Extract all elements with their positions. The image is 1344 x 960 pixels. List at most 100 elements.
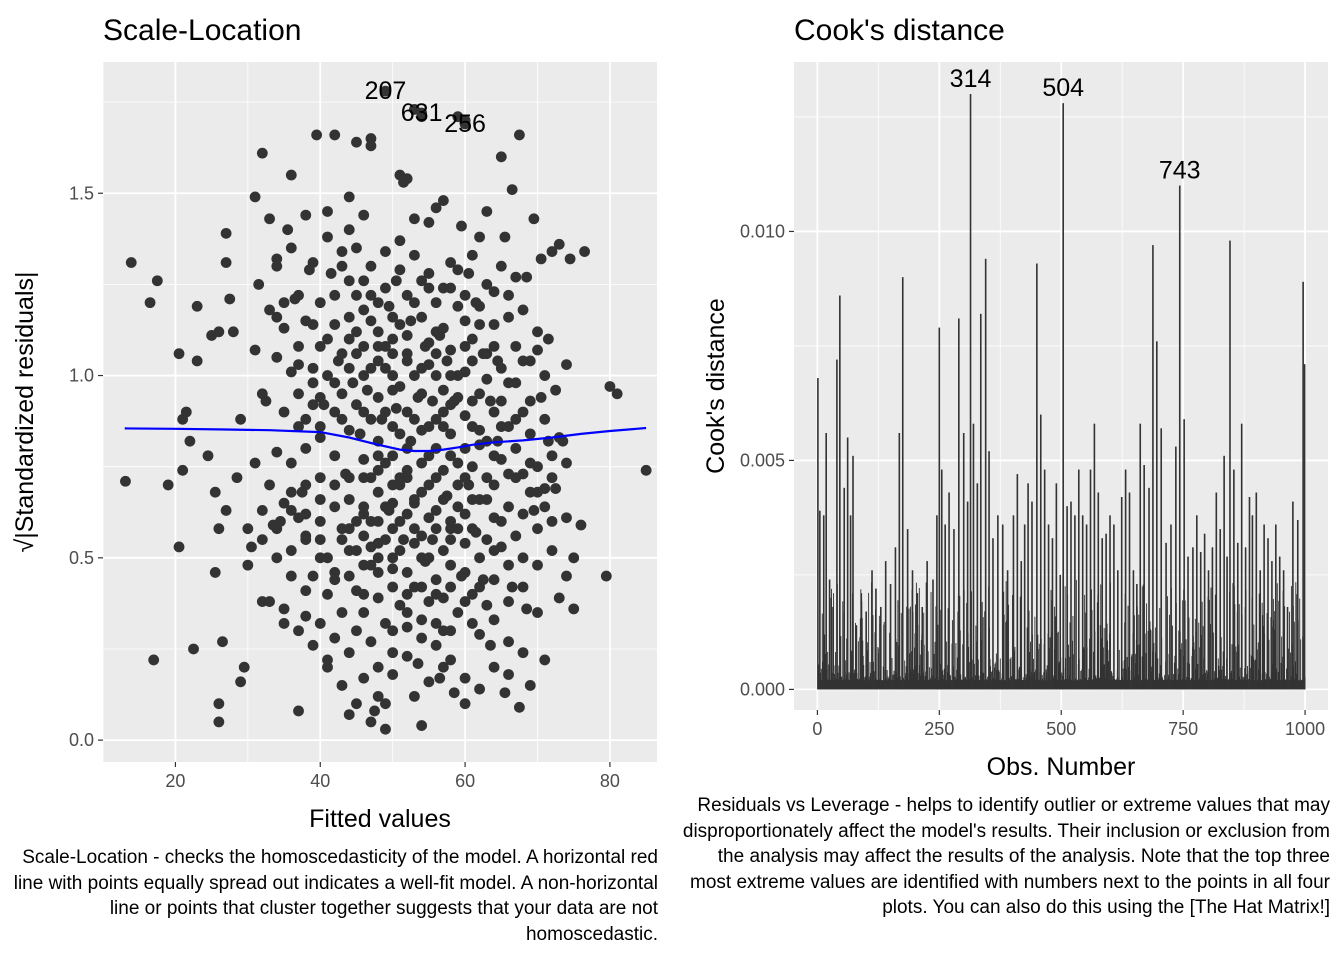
data-point bbox=[459, 114, 471, 126]
y-tick-label: 0.005 bbox=[740, 450, 785, 470]
data-point bbox=[285, 545, 297, 556]
data-point bbox=[365, 289, 377, 301]
data-point bbox=[546, 545, 558, 556]
data-point bbox=[358, 370, 370, 381]
data-point bbox=[437, 661, 449, 673]
data-point bbox=[278, 618, 290, 629]
data-point bbox=[314, 618, 326, 629]
data-point bbox=[249, 191, 261, 203]
data-point bbox=[343, 472, 355, 484]
data-point bbox=[372, 552, 384, 564]
data-point bbox=[365, 413, 377, 425]
data-point bbox=[180, 406, 192, 418]
data-point bbox=[430, 523, 442, 535]
data-point bbox=[358, 672, 370, 684]
data-point bbox=[503, 377, 514, 389]
data-point bbox=[351, 625, 362, 637]
data-point bbox=[271, 351, 283, 363]
data-point bbox=[466, 523, 478, 535]
data-point bbox=[271, 260, 283, 272]
data-point bbox=[354, 428, 366, 440]
data-point bbox=[466, 494, 478, 505]
data-point bbox=[539, 413, 551, 425]
data-point bbox=[481, 206, 493, 217]
data-point bbox=[372, 392, 384, 403]
data-point bbox=[430, 202, 442, 214]
data-point bbox=[329, 450, 341, 462]
data-point bbox=[575, 519, 587, 531]
data-point bbox=[535, 392, 547, 403]
data-point bbox=[445, 399, 457, 411]
data-point bbox=[521, 603, 533, 615]
data-point bbox=[372, 567, 384, 578]
data-point bbox=[408, 297, 420, 309]
data-point bbox=[427, 534, 438, 546]
data-point bbox=[387, 348, 399, 360]
data-point bbox=[456, 220, 467, 232]
data-point bbox=[517, 508, 529, 520]
data-point bbox=[459, 567, 471, 578]
data-point bbox=[307, 377, 319, 389]
data-point bbox=[372, 661, 384, 673]
data-point bbox=[423, 217, 435, 228]
data-point bbox=[380, 282, 391, 294]
data-point bbox=[300, 534, 312, 546]
data-point bbox=[322, 588, 333, 600]
data-point bbox=[351, 242, 362, 254]
data-point bbox=[488, 661, 500, 673]
data-point bbox=[300, 585, 312, 597]
data-point bbox=[387, 333, 399, 345]
y-axis-label: Cook's distance bbox=[702, 298, 730, 474]
data-point bbox=[293, 359, 304, 371]
data-point bbox=[300, 610, 312, 622]
data-point bbox=[358, 275, 370, 287]
data-point bbox=[358, 406, 370, 418]
data-point bbox=[314, 297, 326, 309]
data-point bbox=[351, 698, 362, 710]
data-point bbox=[488, 450, 500, 462]
data-point bbox=[394, 428, 406, 440]
chart-title: Scale-Location bbox=[103, 14, 301, 47]
data-point bbox=[329, 406, 341, 418]
data-point bbox=[550, 384, 562, 396]
x-tick-label: 80 bbox=[600, 771, 620, 791]
data-point bbox=[481, 348, 493, 360]
data-point bbox=[256, 534, 268, 546]
x-tick-label: 500 bbox=[1046, 719, 1076, 739]
data-point bbox=[256, 147, 268, 159]
data-point bbox=[227, 326, 239, 338]
data-point bbox=[220, 257, 232, 268]
data-point bbox=[550, 483, 562, 494]
data-point bbox=[466, 355, 478, 367]
data-point bbox=[532, 607, 543, 618]
data-point bbox=[488, 340, 500, 352]
data-point bbox=[488, 479, 500, 491]
data-point bbox=[401, 650, 413, 662]
data-point bbox=[285, 457, 297, 469]
data-point bbox=[437, 384, 449, 396]
data-point bbox=[343, 494, 355, 505]
data-point bbox=[361, 384, 373, 396]
data-point bbox=[463, 268, 475, 279]
data-point bbox=[358, 530, 370, 542]
data-point bbox=[604, 381, 616, 392]
data-point bbox=[249, 344, 261, 356]
x-tick-label: 250 bbox=[924, 719, 954, 739]
data-point bbox=[445, 257, 457, 268]
data-point bbox=[380, 457, 391, 469]
data-point bbox=[322, 661, 333, 673]
data-point bbox=[416, 457, 428, 469]
data-point bbox=[343, 545, 355, 556]
x-tick-label: 20 bbox=[165, 771, 185, 791]
data-point bbox=[416, 632, 428, 644]
data-point bbox=[452, 392, 464, 403]
data-point bbox=[423, 552, 435, 564]
data-point bbox=[184, 435, 196, 447]
data-point bbox=[532, 344, 543, 356]
data-point bbox=[408, 370, 420, 381]
data-point bbox=[271, 446, 283, 458]
data-point bbox=[430, 639, 442, 651]
data-point bbox=[514, 129, 525, 141]
y-tick-label: 0.010 bbox=[740, 221, 785, 241]
data-point bbox=[427, 395, 438, 407]
